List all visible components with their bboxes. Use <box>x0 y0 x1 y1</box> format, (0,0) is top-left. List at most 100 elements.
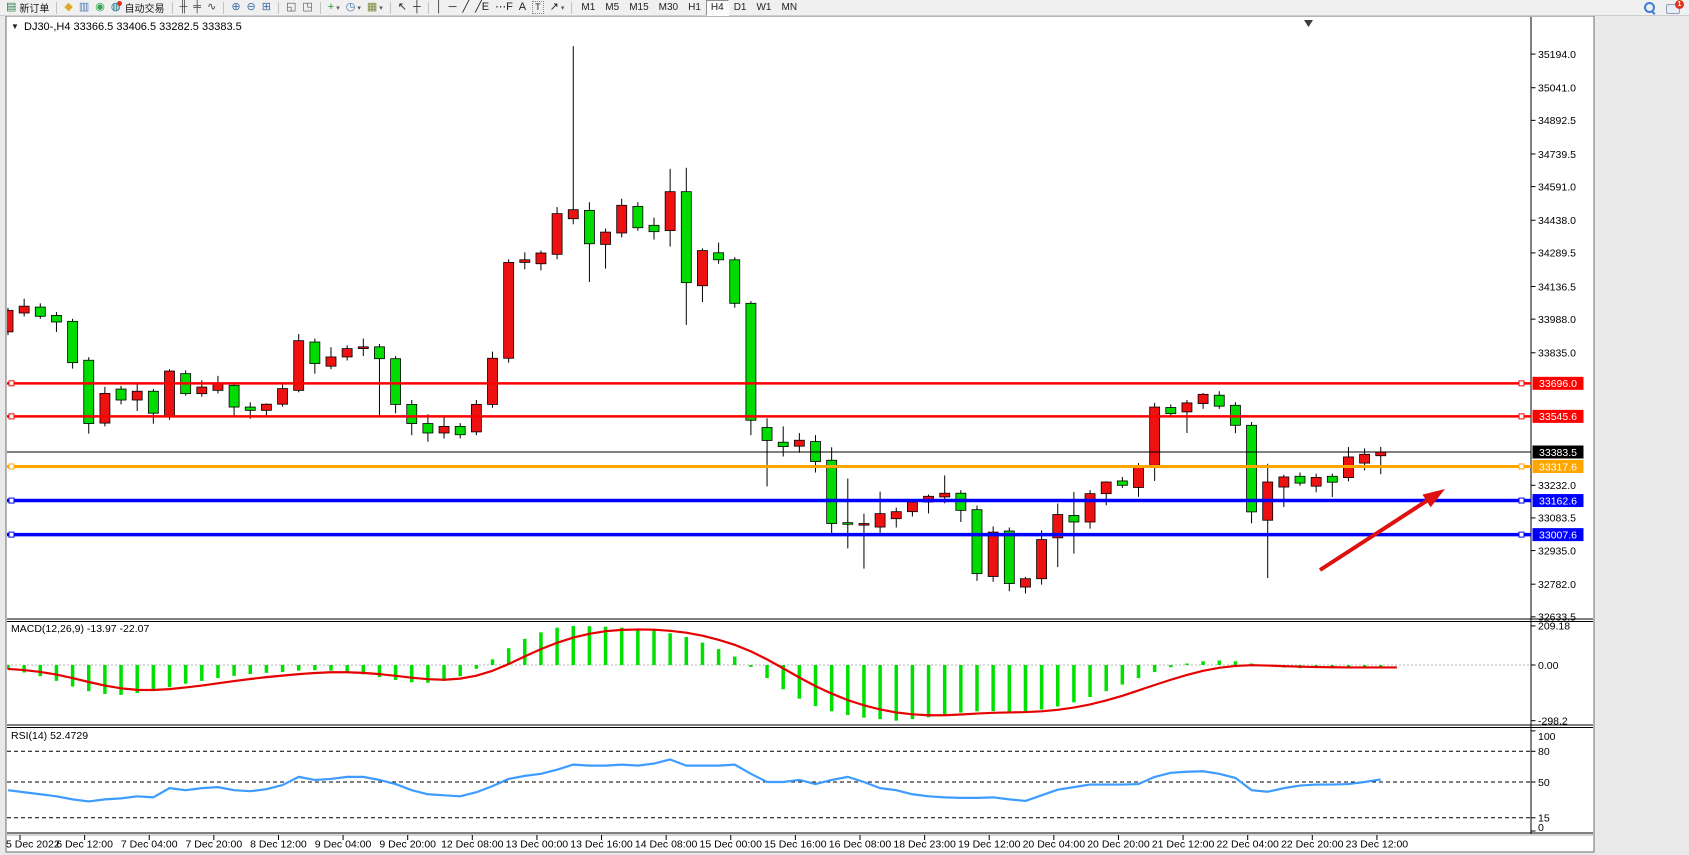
zoom-in-button[interactable]: ⊕ <box>228 0 243 15</box>
macd-bar <box>87 665 91 692</box>
candle-body <box>147 390 159 414</box>
timeframe-button-m30[interactable]: M30 <box>658 1 679 13</box>
price-tick-label: 34591.0 <box>1538 181 1576 193</box>
macd-bar <box>1379 665 1383 668</box>
timeframe-button-h4[interactable]: H4 <box>705 0 729 16</box>
horizontal-line-button[interactable]: ─ <box>446 0 460 15</box>
candlesticks-button[interactable]: ╪ <box>190 0 204 15</box>
indicators-button[interactable]: + ▾ <box>325 0 343 15</box>
toolbar-separator <box>571 1 573 14</box>
fibonacci-icon: ⋯F <box>495 1 513 13</box>
candle-body <box>1020 578 1031 588</box>
price-level-label <box>1532 459 1584 473</box>
timeframe-button-mn[interactable]: MN <box>781 1 798 13</box>
signals-button[interactable]: ◉ <box>92 0 108 15</box>
macd-bar <box>22 665 26 673</box>
arrows-button[interactable]: ↗ ▾ <box>547 0 568 15</box>
timeframe-button-m15[interactable]: M15 <box>629 1 649 13</box>
candle-body <box>777 441 789 448</box>
macd-bar <box>345 665 349 673</box>
candle-body <box>131 390 143 401</box>
macd-bar <box>975 665 979 712</box>
crosshair-button[interactable]: ┼ <box>410 0 424 15</box>
templates-button[interactable]: ▦ ▾ <box>364 0 386 15</box>
macd-bar <box>1023 665 1028 712</box>
macd-bar <box>393 665 398 680</box>
vertical-line-button[interactable]: │ <box>433 0 446 15</box>
candle-body <box>1246 424 1257 513</box>
macd-bar <box>652 630 656 665</box>
chat-icon[interactable]: 1 <box>1666 0 1684 14</box>
trendline-button[interactable]: ╱ <box>459 0 472 15</box>
macd-bar <box>54 665 59 681</box>
market-watch-icon: ▥ <box>78 1 90 13</box>
candle-body <box>164 370 175 417</box>
candle-body <box>729 259 741 304</box>
time-tick-label: 6 Dec 12:00 <box>56 839 113 851</box>
timeframe-button-h1[interactable]: H1 <box>688 1 701 13</box>
timeframe-button-m1[interactable]: M1 <box>581 1 596 13</box>
search-icon[interactable] <box>1643 1 1656 15</box>
metaeditor-button[interactable]: ◆ <box>61 0 75 15</box>
timeframe-button-d1[interactable]: D1 <box>733 1 747 13</box>
zoom-out-button[interactable]: ⊖ <box>244 0 259 15</box>
candle-body <box>51 315 62 323</box>
price-level-value: 33696.0 <box>1539 378 1577 390</box>
time-tick-label: 20 Dec 20:00 <box>1087 839 1150 851</box>
panel-separator-rsi[interactable] <box>7 724 1593 728</box>
ohlc-bars-button[interactable]: ╫ <box>177 0 191 15</box>
fibonacci-button[interactable]: ⋯F <box>492 0 516 15</box>
line-chart-button[interactable]: ∿ <box>204 0 219 15</box>
candle-body <box>987 531 999 577</box>
time-tick-label: 9 Dec 04:00 <box>315 839 372 851</box>
candle-body <box>1052 514 1064 539</box>
text-label-button[interactable]: T <box>529 0 547 15</box>
notification-badge: 1 <box>1675 0 1684 9</box>
symbol-dropdown-marker[interactable]: ▼ <box>11 22 19 31</box>
tile-windows-icon: ⊞ <box>261 1 271 13</box>
trend-arrow-annotation[interactable] <box>1318 489 1445 572</box>
candle-body <box>632 205 644 229</box>
macd-bar <box>313 665 317 671</box>
candle-body <box>228 384 240 408</box>
candle-body <box>454 425 466 436</box>
macd-bar <box>151 665 156 691</box>
crosshair-icon: ┼ <box>413 1 421 13</box>
new-order-button[interactable]: ▤ 新订单 <box>3 0 52 15</box>
candlestick-series <box>7 46 1387 594</box>
horizontal-level-lines[interactable] <box>7 380 1531 538</box>
candle-body <box>1310 476 1322 487</box>
macd-bar <box>636 628 640 665</box>
price-tick-label: 34438.0 <box>1538 215 1576 227</box>
price-tick-label: 34136.5 <box>1538 281 1576 293</box>
macd-bar <box>1201 661 1205 665</box>
autotrading-button[interactable]: ◍ 自动交易 <box>108 0 168 15</box>
auto-arrange-button[interactable]: ◱ <box>283 0 299 15</box>
macd-bar <box>1104 665 1108 692</box>
equidistant-channel-icon: ╱E <box>475 1 490 13</box>
text-button[interactable]: A <box>516 0 529 15</box>
time-tick-label: 15 Dec 00:00 <box>700 839 763 851</box>
tile-windows-button[interactable]: ⊞ <box>259 0 274 15</box>
market-watch-button[interactable]: ▥ <box>76 0 92 15</box>
line-handle <box>1518 531 1525 538</box>
cursor-button[interactable]: ↖ <box>395 0 410 15</box>
cascade-windows-button[interactable]: ◳ <box>299 0 315 15</box>
candle-body <box>600 231 611 245</box>
macd-bar <box>167 665 172 688</box>
panel-separator-macd[interactable] <box>7 618 1593 622</box>
candle-body <box>1003 530 1015 584</box>
timeframe-button-w1[interactable]: W1 <box>756 1 772 13</box>
signals-icon: ◉ <box>95 1 105 13</box>
chart-shift-marker[interactable] <box>1304 20 1313 27</box>
candle-body <box>83 359 95 424</box>
timeframe-button-m5[interactable]: M5 <box>605 1 620 13</box>
equidistant-channel-button[interactable]: ╱E <box>472 0 492 15</box>
periods-button[interactable]: ◷ ▾ <box>343 0 364 15</box>
arrow-shaft <box>1318 496 1433 572</box>
macd-bar <box>1039 665 1044 710</box>
time-tick-label: 16 Dec 08:00 <box>829 839 892 851</box>
line-handle <box>8 531 15 538</box>
